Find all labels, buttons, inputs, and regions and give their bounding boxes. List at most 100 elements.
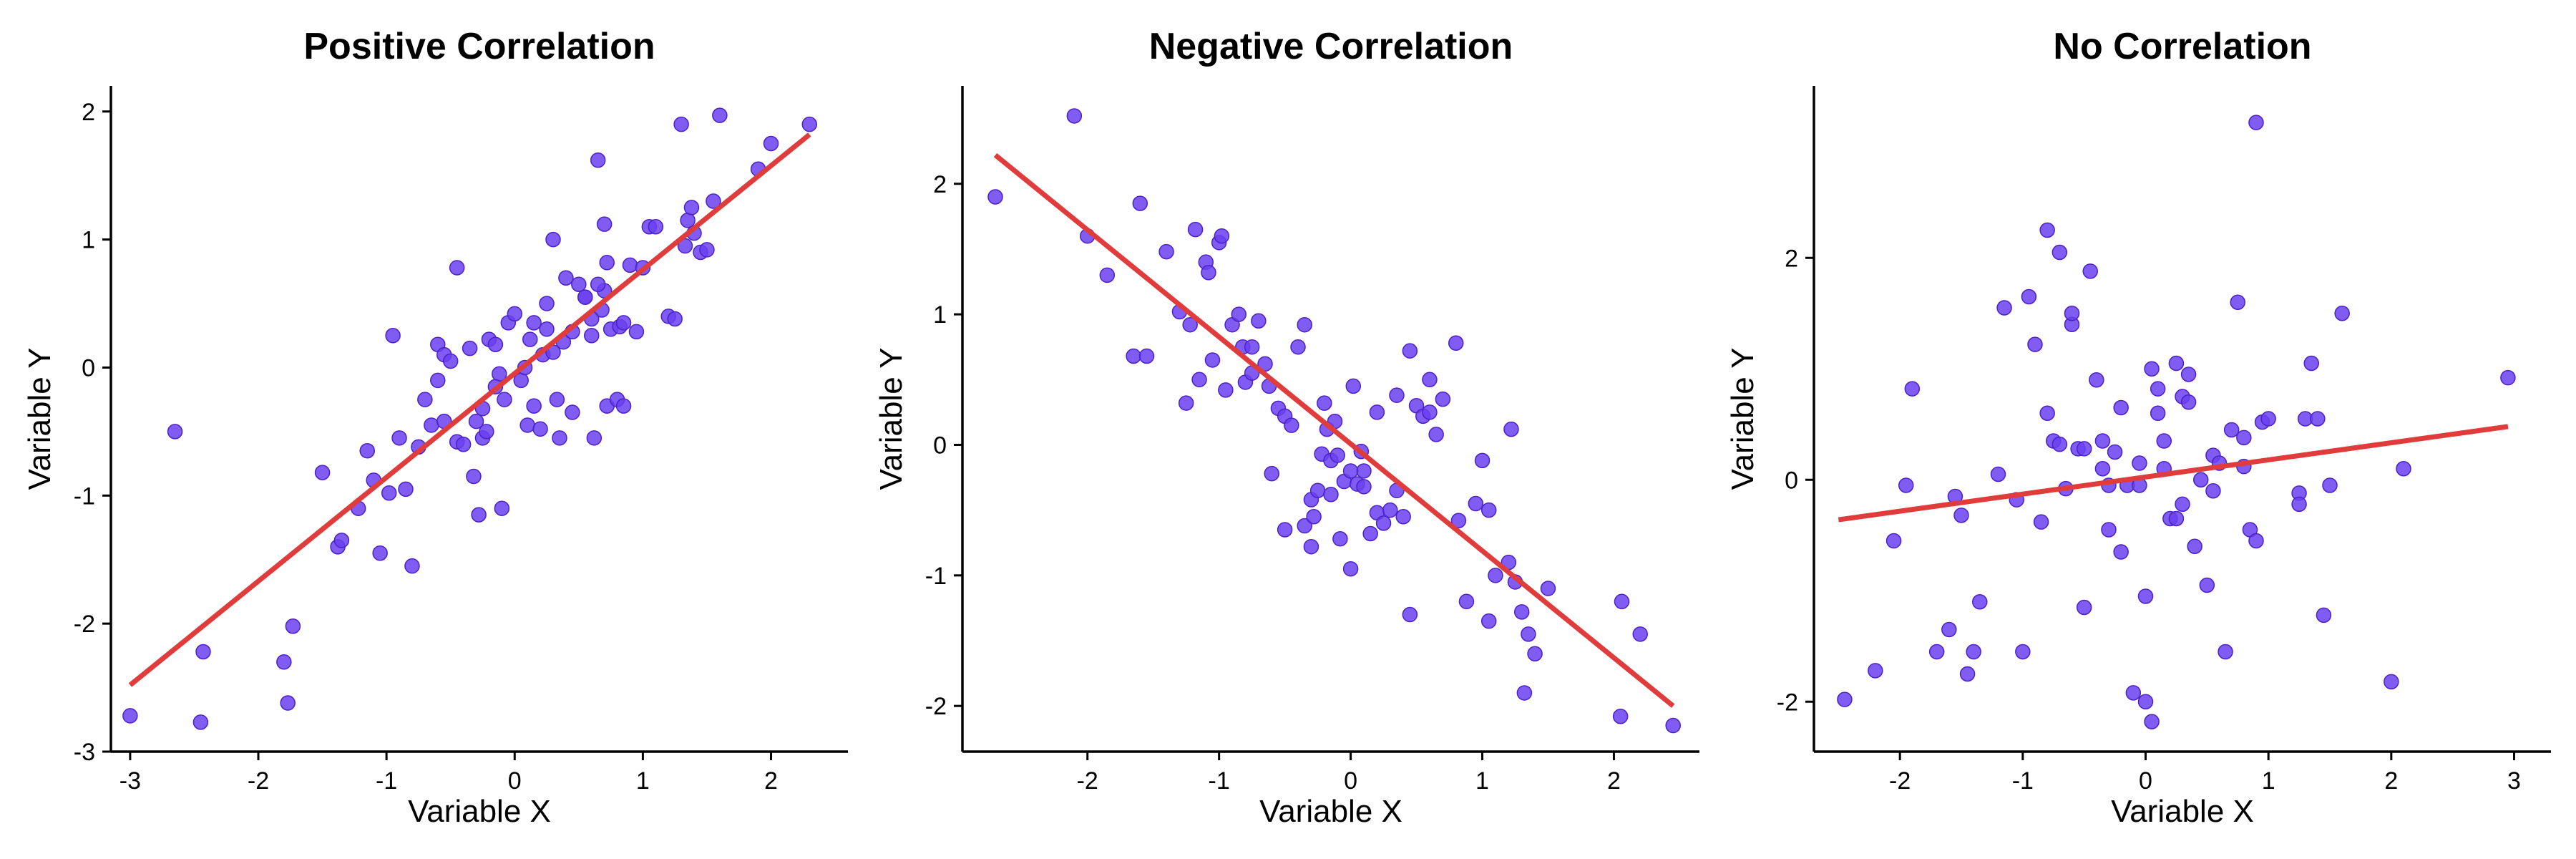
data-point xyxy=(487,336,504,353)
data-point xyxy=(1356,463,1372,479)
data-point xyxy=(2180,367,2197,382)
x-tick-label: 0 xyxy=(508,767,522,795)
data-point xyxy=(2168,510,2185,527)
y-tick-label: 1 xyxy=(82,227,95,254)
data-point xyxy=(2125,685,2142,701)
data-point xyxy=(276,654,292,670)
data-point xyxy=(539,296,555,311)
data-point xyxy=(2039,405,2055,421)
data-point xyxy=(683,200,700,215)
data-point xyxy=(615,315,632,331)
data-point xyxy=(2113,544,2129,560)
data-point xyxy=(2156,433,2172,449)
data-point xyxy=(2064,306,2080,321)
data-point xyxy=(1214,228,1230,244)
data-point xyxy=(1290,339,1306,355)
data-point xyxy=(2175,496,2190,513)
data-point xyxy=(2150,381,2166,397)
data-point xyxy=(471,507,487,523)
data-point xyxy=(1448,335,1464,351)
x-tick-label: -1 xyxy=(2012,767,2034,795)
chart-title: No Correlation xyxy=(2053,26,2311,67)
data-point xyxy=(648,218,664,235)
y-axis-label: Variable Y xyxy=(874,348,909,490)
data-point xyxy=(1264,465,1279,482)
data-point xyxy=(2144,714,2160,729)
data-point xyxy=(1332,531,1348,547)
x-tick-label: 1 xyxy=(636,767,650,795)
data-point xyxy=(1218,382,1234,398)
data-point xyxy=(466,468,482,485)
data-point xyxy=(673,116,689,132)
data-point xyxy=(677,238,693,254)
data-point xyxy=(615,398,632,414)
data-point xyxy=(2322,477,2338,493)
y-tick-label: 2 xyxy=(82,99,95,126)
data-point xyxy=(280,695,296,711)
data-point xyxy=(539,321,555,337)
data-point xyxy=(1323,487,1339,503)
data-point xyxy=(507,306,523,322)
data-point xyxy=(2248,533,2264,549)
y-tick-label: 0 xyxy=(82,354,95,382)
data-point xyxy=(596,216,613,232)
data-point xyxy=(1503,421,1519,437)
data-point xyxy=(1297,518,1312,534)
data-point xyxy=(192,714,209,730)
data-point xyxy=(1837,691,1853,707)
y-tick-label: -1 xyxy=(74,482,95,510)
data-point xyxy=(1516,685,1533,701)
data-point xyxy=(2291,496,2307,513)
data-point xyxy=(1342,463,1359,479)
y-tick-label: 2 xyxy=(933,171,947,198)
data-point xyxy=(2223,422,2240,438)
data-point xyxy=(2113,399,2129,416)
data-point xyxy=(1422,404,1438,420)
data-point xyxy=(494,500,510,516)
data-point xyxy=(1428,427,1444,442)
data-point xyxy=(1342,560,1359,577)
y-tick-label: 0 xyxy=(933,432,947,459)
y-axis-label: Variable Y xyxy=(22,348,57,490)
data-point xyxy=(442,353,459,369)
data-point xyxy=(2101,522,2117,538)
regression-line xyxy=(993,152,1675,708)
data-point xyxy=(1158,243,1174,260)
data-point xyxy=(532,421,548,437)
x-tick-label: 2 xyxy=(1607,767,1621,795)
data-point xyxy=(552,430,567,446)
data-point xyxy=(1480,502,1497,518)
data-point xyxy=(1458,593,1475,610)
data-point xyxy=(519,417,535,433)
data-point xyxy=(1488,568,1503,583)
x-tick-label: 2 xyxy=(2384,767,2398,795)
data-point xyxy=(699,242,715,258)
data-point xyxy=(497,392,512,407)
data-point xyxy=(1527,646,1543,661)
data-point xyxy=(1468,495,1484,512)
data-point xyxy=(1244,339,1260,355)
data-point xyxy=(2303,355,2319,372)
data-point xyxy=(1231,306,1246,322)
data-point xyxy=(1303,538,1319,555)
data-point xyxy=(1277,522,1293,538)
data-point xyxy=(1614,593,1630,610)
x-axis-label: Variable X xyxy=(1259,794,1402,829)
data-point xyxy=(586,430,602,446)
x-tick-label: -2 xyxy=(248,767,269,795)
data-point xyxy=(2384,674,2399,690)
data-point xyxy=(1885,533,1902,549)
chart-title: Positive Correlation xyxy=(303,26,655,67)
data-point xyxy=(1066,108,1083,124)
x-tick-label: -1 xyxy=(376,767,397,795)
data-point xyxy=(2021,288,2037,305)
data-point xyxy=(2310,411,2326,427)
data-point xyxy=(2205,483,2221,499)
data-point xyxy=(2076,441,2092,457)
data-point xyxy=(2027,336,2043,352)
data-point xyxy=(2137,588,2154,604)
data-point xyxy=(565,404,580,420)
data-point xyxy=(558,270,574,286)
data-point xyxy=(1898,477,1914,493)
data-point xyxy=(1435,391,1451,407)
